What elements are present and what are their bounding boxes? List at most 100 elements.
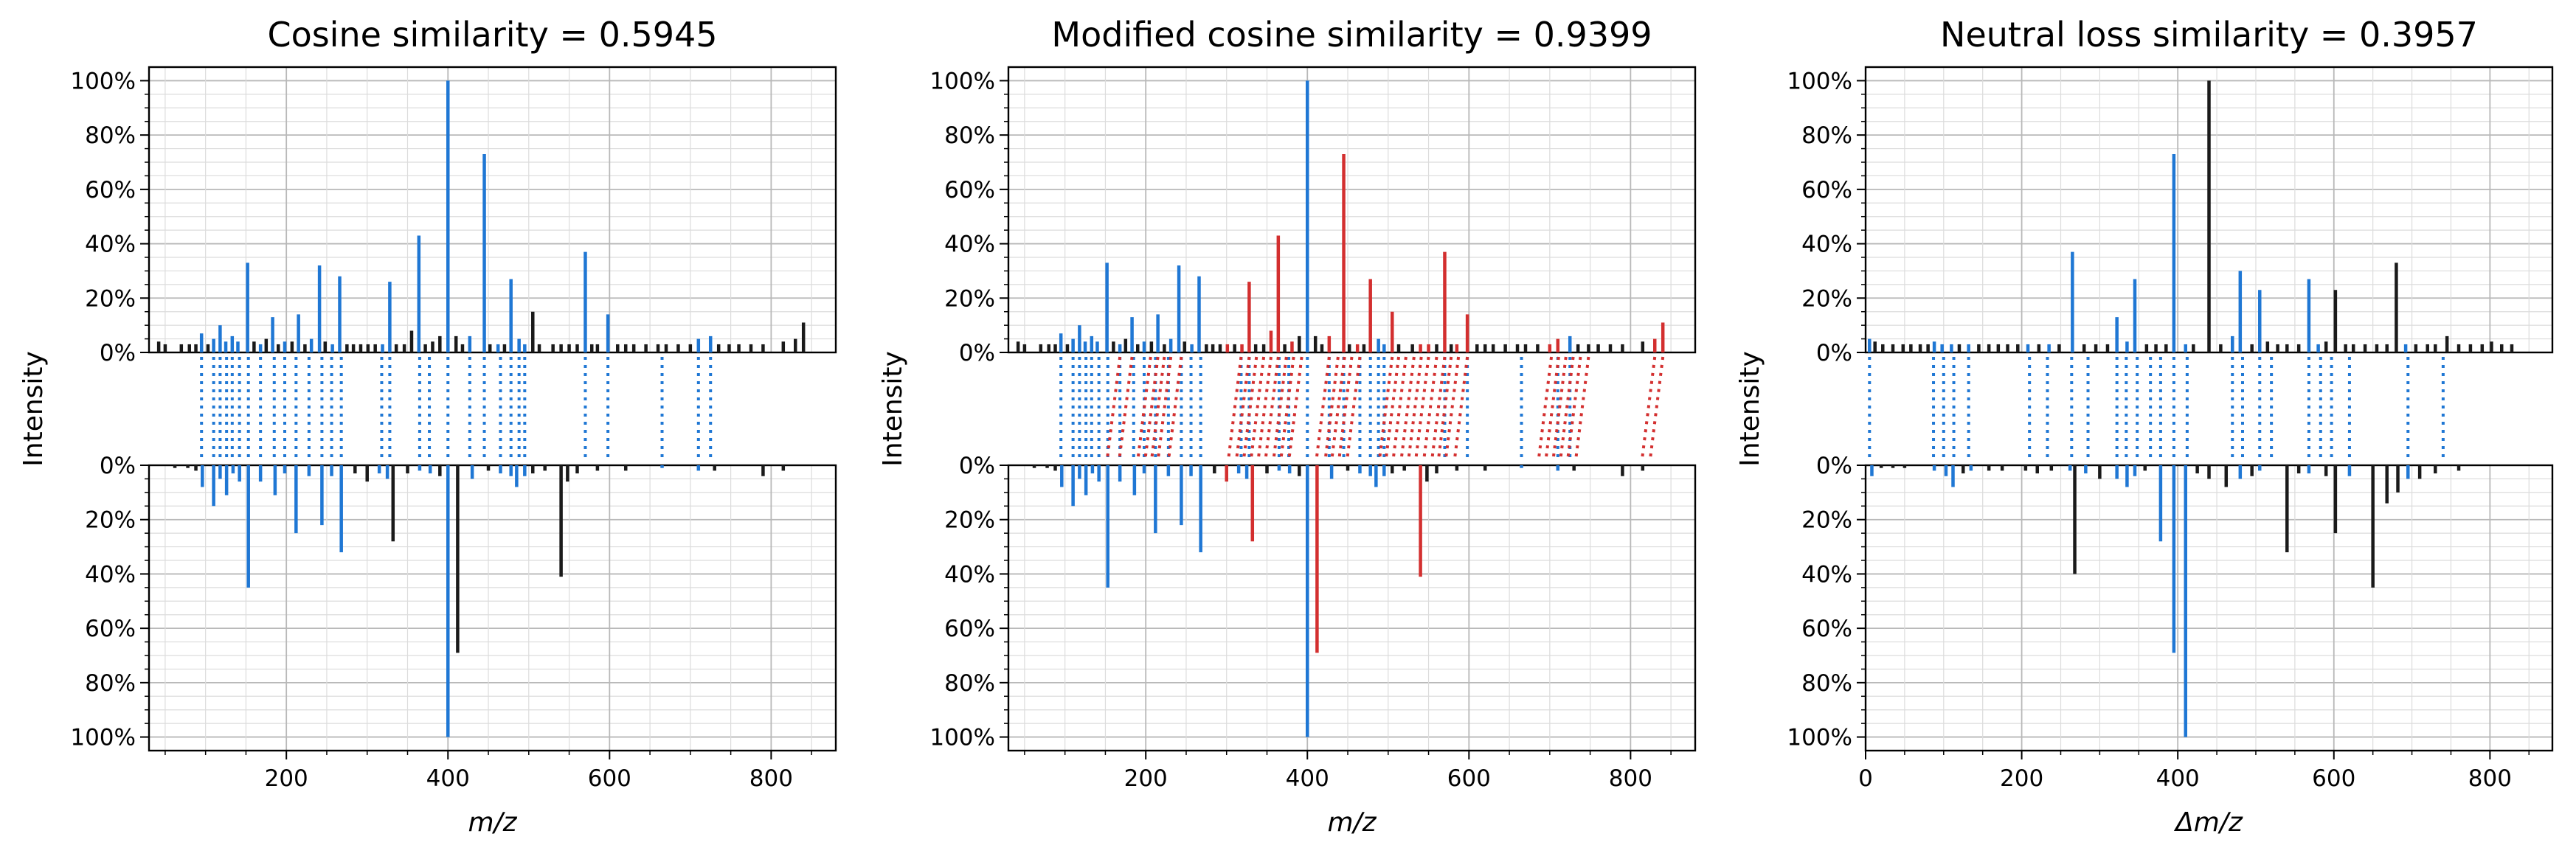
x-tick-label: 0 (1858, 765, 1873, 792)
panel-cosine: Cosine similarity = 0.5945 0% 0% 20% 20% 40% 4… (18, 15, 837, 838)
shifted-link (1414, 356, 1430, 462)
top-axes-frame (148, 66, 837, 354)
shifted-link (1422, 356, 1438, 462)
y-tick-label: 20% (1801, 507, 1852, 534)
x-axis-label: m/z (468, 807, 517, 838)
y-tick-label: 80% (944, 122, 995, 149)
y-axis-label: Intensity (18, 351, 49, 467)
x-tick-label: 800 (749, 765, 793, 792)
y-tick-label: 60% (85, 177, 136, 204)
shifted-link (1537, 356, 1554, 462)
shifted-link (1330, 356, 1346, 462)
panel-neutral-loss: Neutral loss similarity = 0.3957 0% 0% 20% 2… (1735, 15, 2554, 838)
x-tick-label: 800 (1609, 765, 1652, 792)
y-tick-label: 0% (100, 453, 136, 479)
x-tick-label: 800 (2468, 765, 2512, 792)
y-tick-label: 80% (944, 670, 995, 697)
shifted-link (1377, 356, 1394, 462)
shifted-link (1453, 356, 1469, 462)
shifted-link (1166, 356, 1183, 462)
x-tick-label: 400 (426, 765, 470, 792)
y-tick-label: 20% (944, 507, 995, 534)
x-tick-label: 400 (1286, 765, 1329, 792)
y-tick-label: 100% (929, 725, 995, 751)
y-tick-label: 0% (100, 340, 136, 366)
shifted-link (1551, 356, 1568, 462)
x-tick-label: 200 (265, 765, 308, 792)
y-tick-label: 40% (944, 232, 995, 258)
shifted-link (1287, 356, 1303, 462)
y-tick-label: 0% (1816, 453, 1852, 479)
shifted-link (1118, 356, 1134, 462)
shifted-link (1565, 356, 1582, 462)
x-tick-label: 200 (1124, 765, 1168, 792)
y-tick-label: 100% (70, 68, 136, 94)
x-axis-label: Δm/z (2173, 807, 2243, 838)
shifted-link (1256, 356, 1273, 462)
shifted-link (1105, 356, 1122, 462)
shifted-link (1136, 356, 1152, 462)
y-tick-label: 20% (85, 507, 136, 534)
panel-modified-cosine: Modified cosine similarity = 0.9399 0% 0% 2… (878, 15, 1697, 838)
y-tick-label: 0% (959, 453, 995, 479)
y-tick-label: 60% (1801, 177, 1852, 204)
shifted-link (1249, 356, 1266, 462)
shifted-link (1149, 356, 1166, 462)
shifted-link (1242, 356, 1258, 462)
x-axis-label: m/z (1327, 807, 1377, 838)
y-tick-label: 60% (944, 177, 995, 204)
shifted-link (1407, 356, 1423, 462)
y-tick-label: 100% (1787, 725, 1852, 751)
y-tick-label: 80% (1801, 670, 1852, 697)
bottom-axes-frame (1864, 464, 2554, 752)
shifted-link (1264, 356, 1280, 462)
x-tick-label: 400 (2156, 765, 2200, 792)
shifted-link (1430, 356, 1447, 462)
x-tick-label: 600 (2312, 765, 2355, 792)
bottom-axes-frame (148, 464, 837, 752)
x-tick-label: 200 (2000, 765, 2043, 792)
shifted-link (1272, 356, 1288, 462)
shifted-link (1436, 356, 1453, 462)
y-tick-label: 20% (1801, 285, 1852, 312)
y-axis-label: Intensity (1735, 351, 1765, 467)
y-tick-label: 80% (85, 670, 136, 697)
y-tick-label: 40% (944, 561, 995, 588)
shifted-link (1323, 356, 1340, 462)
shifted-link (1345, 356, 1362, 462)
shifted-link (1143, 356, 1160, 462)
chart-title: Modified cosine similarity = 0.9399 (1051, 15, 1652, 55)
shifted-link (1573, 356, 1590, 462)
chart-title: Neutral loss similarity = 0.3957 (1940, 15, 2478, 55)
shifted-link (1315, 356, 1331, 462)
shifted-link (1559, 356, 1575, 462)
top-axes-frame (1007, 66, 1697, 354)
shifted-link (1337, 356, 1354, 462)
y-tick-label: 40% (1801, 232, 1852, 258)
shifted-link (1399, 356, 1416, 462)
shifted-link (1384, 356, 1401, 462)
y-tick-label: 60% (1801, 616, 1852, 642)
y-tick-label: 20% (944, 285, 995, 312)
y-tick-label: 40% (85, 232, 136, 258)
x-tick-label: 600 (588, 765, 631, 792)
shifted-link (1648, 356, 1665, 462)
shifted-link (1640, 356, 1657, 462)
y-tick-label: 60% (85, 616, 136, 642)
y-tick-label: 0% (1816, 340, 1852, 366)
shifted-link (1279, 356, 1295, 462)
y-tick-label: 80% (1801, 122, 1852, 149)
y-tick-label: 40% (85, 561, 136, 588)
y-tick-label: 100% (929, 68, 995, 94)
y-axis-label: Intensity (878, 351, 908, 467)
shifted-link (1156, 356, 1173, 462)
shifted-link (1234, 356, 1251, 462)
y-tick-label: 100% (1787, 68, 1852, 94)
shifted-link (1391, 356, 1408, 462)
y-tick-label: 100% (70, 725, 136, 751)
y-tick-label: 60% (944, 616, 995, 642)
shifted-link (1444, 356, 1461, 462)
x-tick-label: 600 (1447, 765, 1491, 792)
chart-title: Cosine similarity = 0.5945 (267, 15, 717, 55)
